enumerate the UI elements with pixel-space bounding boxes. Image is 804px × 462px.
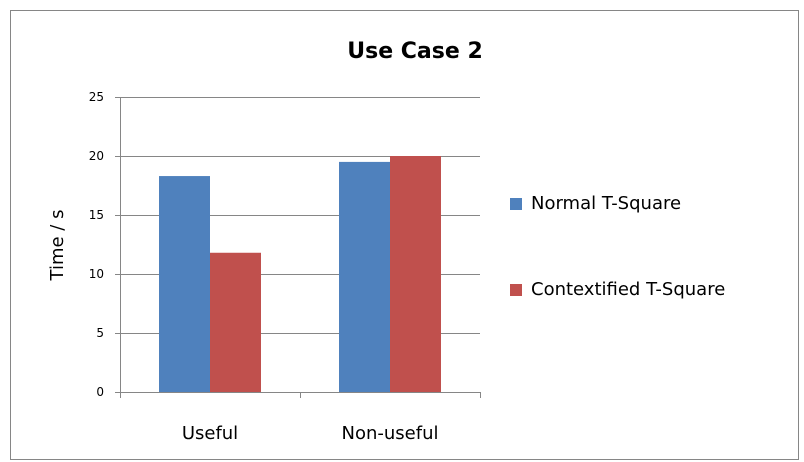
y-tick-label: 20 bbox=[89, 149, 104, 163]
bar bbox=[390, 156, 441, 392]
y-tick-label: 15 bbox=[89, 208, 104, 222]
y-tick-label: 10 bbox=[89, 267, 104, 281]
x-tick-label: Useful bbox=[182, 423, 238, 444]
bar bbox=[210, 252, 261, 392]
y-tick-label: 0 bbox=[96, 385, 104, 399]
y-tick-label: 5 bbox=[96, 326, 104, 340]
y-tick-label: 25 bbox=[89, 90, 104, 104]
legend-label: Normal T-Square bbox=[531, 193, 681, 214]
bar bbox=[339, 161, 390, 392]
chart-title: Use Case 2 bbox=[347, 39, 483, 64]
x-tick-label: Non-useful bbox=[342, 423, 439, 444]
y-axis-label: Time / s bbox=[47, 210, 68, 282]
bar bbox=[159, 176, 210, 392]
legend-swatch bbox=[510, 284, 522, 296]
legend-label: Contextified T-Square bbox=[531, 279, 725, 300]
legend-swatch bbox=[510, 198, 522, 210]
